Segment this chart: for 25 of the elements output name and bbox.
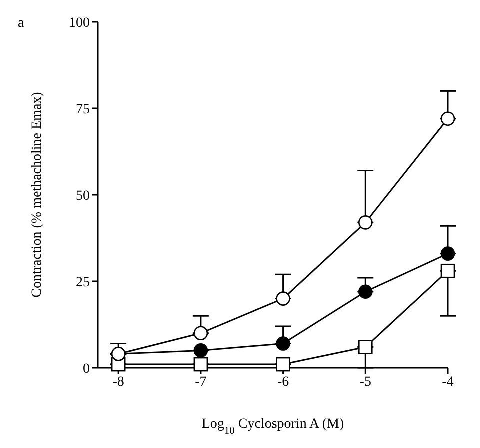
point [358, 216, 373, 230]
point [440, 112, 456, 126]
x-tick-label: -8 [112, 374, 124, 390]
point [276, 292, 290, 306]
x-tick-label: -6 [277, 374, 290, 390]
point [440, 264, 456, 278]
point [194, 326, 208, 341]
x-axis-title: Log$_{10}$ Cyclosporin A (M) [202, 417, 345, 436]
x-tick-label: -7 [195, 374, 207, 390]
point [194, 344, 208, 358]
y-tick-label: 0 [83, 362, 90, 377]
y-tick-label: 75 [76, 102, 90, 118]
text: a [18, 16, 24, 32]
x-tick-label: -5 [360, 374, 372, 390]
y-tick-label: 100 [69, 16, 90, 31]
point [276, 336, 290, 351]
point [358, 284, 373, 300]
y-tick-label: 50 [76, 188, 90, 204]
x-tick-label: -4 [442, 374, 454, 390]
point [276, 357, 290, 372]
y-axis-title: Contraction (% methacholine Emax) [30, 92, 45, 298]
point [194, 357, 208, 372]
y-tick-label: 25 [76, 275, 90, 290]
point [358, 340, 373, 354]
point [440, 246, 456, 261]
